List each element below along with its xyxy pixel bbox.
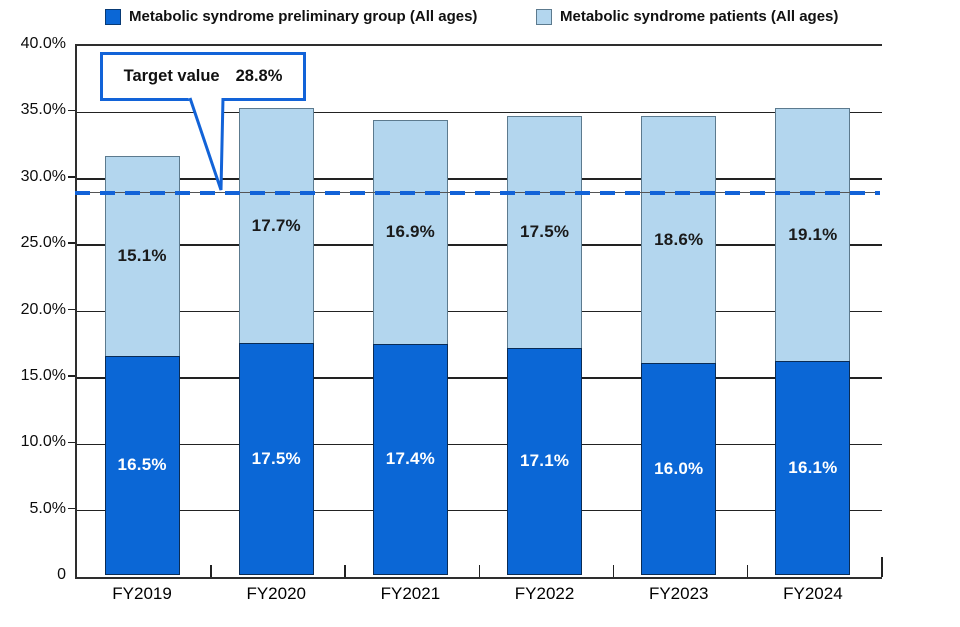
legend-item-preliminary: Metabolic syndrome preliminary group (Al… — [105, 8, 477, 25]
gridline-15 — [77, 377, 882, 379]
bar-value-label: 17.5% — [251, 448, 301, 468]
bar-segment-patients-FY2021: 16.9% — [372, 119, 448, 344]
y-axis-label: 10.0% — [20, 433, 66, 451]
x-axis-tick — [210, 565, 212, 577]
y-axis-label: 20.0% — [20, 300, 66, 318]
legend-label: Metabolic syndrome patients (All ages) — [560, 8, 839, 25]
bar-group-FY2023: 18.6% 16.0% — [641, 115, 717, 575]
target-value-number: 28.8% — [235, 67, 283, 85]
x-axis-tick — [881, 557, 883, 577]
y-axis-label: 15.0% — [20, 366, 66, 384]
x-axis-tick — [746, 565, 749, 577]
bar-segment-preliminary-FY2024: 16.1% — [775, 361, 851, 575]
bar-segment-patients-FY2024: 19.1% — [775, 107, 851, 362]
x-axis-label-FY2020: FY2020 — [246, 584, 306, 603]
bar-value-label: 18.6% — [654, 229, 704, 249]
bar-group-FY2020: 17.7% 17.5% — [238, 107, 314, 575]
gridline-20 — [77, 310, 882, 313]
bar-segment-patients-FY2020: 17.7% — [238, 107, 314, 343]
x-axis-tick — [478, 565, 480, 577]
y-axis-label: 0 — [57, 566, 66, 583]
bar-group-FY2019: 15.1% 16.5% — [104, 155, 180, 575]
y-axis-tick — [68, 109, 75, 112]
bar-segment-preliminary-FY2022: 17.1% — [507, 347, 583, 575]
gridline-30 — [77, 178, 882, 180]
bar-value-label: 15.1% — [117, 246, 167, 266]
y-axis-tick — [68, 441, 75, 443]
x-axis-label-FY2023: FY2023 — [648, 584, 709, 603]
bar-segment-patients-FY2019: 15.1% — [104, 155, 180, 356]
gridline-35 — [77, 111, 882, 114]
bar-value-label: 17.1% — [519, 451, 570, 471]
y-axis-label: 30.0% — [20, 167, 66, 185]
target-value-label: Target value — [123, 67, 220, 85]
bar-value-label: 16.9% — [385, 222, 435, 242]
y-axis-label: 5.0% — [29, 499, 66, 517]
plot-area — [75, 44, 883, 579]
target-value-callout: Target value 28.8% — [100, 52, 306, 101]
legend-swatch-dark-blue-icon — [105, 8, 121, 25]
bar-segment-preliminary-FY2021: 17.4% — [372, 344, 448, 575]
bar-group-FY2022: 17.5% 17.1% — [507, 115, 583, 575]
gridline-5 — [77, 509, 882, 512]
y-axis-tick — [68, 375, 75, 377]
bar-value-label: 16.0% — [654, 458, 704, 478]
target-value-line — [75, 190, 880, 195]
bar-segment-patients-FY2022: 17.5% — [507, 115, 583, 348]
gridline-10 — [77, 443, 882, 445]
bar-value-label: 17.4% — [385, 449, 435, 469]
y-axis-tick — [68, 242, 75, 244]
gridline-25 — [77, 244, 882, 246]
bar-segment-preliminary-FY2023: 16.0% — [641, 362, 717, 575]
bar-segment-preliminary-FY2019: 16.5% — [104, 355, 180, 575]
y-axis-tick — [68, 176, 75, 178]
y-axis-tick — [68, 507, 75, 510]
y-axis-tick — [68, 308, 75, 311]
bar-segment-preliminary-FY2020: 17.5% — [238, 342, 314, 575]
bar-value-label: 16.1% — [788, 458, 838, 478]
callout-tail-pointer — [188, 97, 225, 191]
legend-label: Metabolic syndrome preliminary group (Al… — [129, 8, 478, 25]
y-axis-label: 35.0% — [20, 101, 66, 119]
x-axis-label-FY2022: FY2022 — [514, 584, 575, 603]
legend-item-patients: Metabolic syndrome patients (All ages) — [536, 8, 838, 25]
x-axis-tick — [344, 565, 346, 577]
bar-value-label: 19.1% — [788, 224, 838, 244]
legend-swatch-light-blue-icon — [536, 8, 552, 25]
bar-segment-patients-FY2023: 18.6% — [641, 115, 717, 363]
x-axis-label-FY2024: FY2024 — [783, 584, 843, 603]
bar-value-label: 16.5% — [117, 455, 167, 475]
y-axis-label: 25.0% — [20, 234, 66, 252]
bar-value-label: 17.7% — [251, 215, 301, 235]
x-axis-tick — [612, 565, 615, 577]
x-axis-label-FY2019: FY2019 — [112, 584, 172, 603]
bar-group-FY2021: 16.9% 17.4% — [372, 119, 448, 575]
bar-value-label: 17.5% — [519, 222, 570, 242]
bar-group-FY2024: 19.1% 16.1% — [775, 107, 851, 575]
x-axis-label-FY2021: FY2021 — [380, 584, 441, 603]
y-axis-label: 40.0% — [20, 35, 66, 52]
